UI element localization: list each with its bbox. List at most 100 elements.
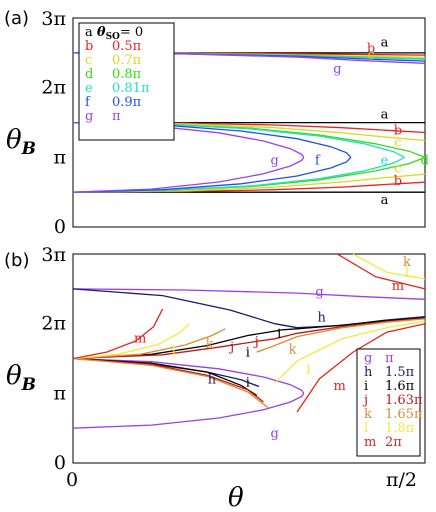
panel-b-y-axis-title: θB	[6, 361, 36, 395]
curve-label-c: c	[367, 48, 374, 63]
legend-key-m: m	[364, 435, 376, 450]
curve-label-a: a	[381, 107, 389, 122]
curve-i-segment-0	[72, 317, 426, 360]
curve-j-segment-0	[72, 317, 426, 360]
curve-label-b: b	[394, 124, 402, 139]
curve-label-k: k	[206, 337, 214, 352]
legend-header-value: = 0	[120, 25, 143, 40]
y-tick-0: 0	[54, 452, 66, 474]
legend-header: a θSO= 0	[85, 25, 143, 42]
legend-key-b: b	[85, 39, 93, 54]
curve-m-segment-1	[296, 323, 426, 413]
curve-label-m: m	[392, 279, 404, 294]
curve-e-segment-2	[72, 156, 405, 193]
panel-b-y-axis-subscript: B	[21, 375, 36, 395]
panel-a-y-axis-symbol: θ	[6, 125, 22, 155]
curve-label-f: f	[315, 153, 321, 168]
legend-value-g: π	[112, 109, 121, 124]
legend-value-c: 0.7π	[112, 53, 142, 68]
curve-label-i: i	[246, 346, 250, 361]
curve-label-b: b	[367, 42, 375, 57]
legend-key-l: l	[364, 421, 368, 436]
panel-b-label: (b)	[4, 250, 29, 271]
legend-key-g: g	[85, 109, 93, 124]
legend-value-e: 0.81π	[112, 81, 150, 96]
curve-l-segment-1	[274, 320, 426, 384]
curve-j-segment-1	[72, 357, 264, 403]
curve-m-segment-0	[72, 308, 164, 360]
legend-value-l: 1.8π	[385, 421, 415, 436]
panel-a-y-axis-subscript: B	[21, 139, 36, 159]
legend-value-j: 1.63π	[385, 393, 423, 408]
x-axis-title: θ	[228, 483, 244, 512]
panel-b-legend: g πh 1.5π i 1.6π j 1.63π k 1.65π l 1.8π m 2π	[356, 348, 423, 457]
legend-box	[356, 348, 421, 457]
y-tick-3: 3π	[41, 244, 66, 266]
curve-label-l: l	[306, 364, 310, 379]
curve-label-g: g	[333, 62, 341, 77]
curve-label-l: l	[405, 266, 409, 281]
curve-label-e: e	[381, 153, 389, 168]
legend-value-g: π	[385, 351, 394, 366]
curve-label-i: i	[246, 376, 250, 391]
legend-value-i: 1.6π	[385, 379, 415, 394]
legend-key-i: i	[364, 379, 368, 394]
curve-label-d: d	[421, 153, 429, 168]
legend-key-j: j	[362, 393, 368, 408]
x-tick-pi-half: π/2	[386, 469, 417, 491]
legend-value-b: 0.5π	[112, 39, 142, 54]
legend-key-f: f	[85, 95, 91, 110]
legend-value-d: 0.8π	[112, 67, 142, 82]
y-tick-2: 2π	[41, 313, 66, 335]
curve-label-m: m	[334, 379, 346, 394]
curve-label-c: c	[394, 162, 401, 177]
curve-label-g: g	[271, 153, 279, 168]
y-tick-1: π	[54, 146, 67, 168]
curve-label-k: k	[289, 342, 297, 357]
curve-label-i: i	[277, 327, 281, 342]
curve-label-h: h	[318, 310, 327, 325]
legend-key-k: k	[364, 407, 372, 422]
y-tick-2: 2π	[41, 77, 66, 99]
curve-g-segment-1	[72, 357, 305, 394]
legend-key-g: g	[364, 351, 372, 366]
panel-b-curves	[72, 253, 426, 429]
curve-m-segment-2	[337, 253, 426, 290]
curve-label-b: b	[394, 174, 402, 189]
x-tick-0: 0	[66, 469, 78, 491]
legend-key: a	[85, 25, 97, 40]
legend-key-e: e	[85, 81, 93, 96]
panel-b-y-axis-symbol: θ	[6, 361, 22, 391]
legend-theta-symbol: θ	[97, 25, 106, 40]
legend-key-c: c	[85, 53, 92, 68]
legend-theta-subscript: SO	[106, 32, 120, 42]
curve-label-m: m	[134, 331, 146, 346]
curve-label-j: j	[253, 335, 259, 350]
legend-value-f: 0.9π	[112, 95, 142, 110]
legend-box	[78, 22, 175, 141]
curve-label-c: c	[394, 136, 401, 151]
panel-a-y-axis-title: θB	[6, 125, 36, 159]
curve-g-segment-2	[72, 393, 305, 429]
curve-l-segment-0	[72, 322, 190, 360]
curve-l-segment-2	[352, 253, 426, 280]
curve-label-g: g	[271, 427, 279, 442]
curve-c-segment-2	[72, 173, 426, 193]
curve-label-l: l	[172, 346, 176, 361]
curve-f-segment-2	[72, 156, 352, 193]
y-tick-3: 3π	[41, 8, 66, 30]
legend-value-h: 1.5π	[385, 365, 415, 380]
curve-g-segment-2	[72, 157, 305, 193]
curve-label-a: a	[381, 193, 389, 208]
legend-value-k: 1.65π	[385, 407, 423, 422]
legend-key-h: h	[364, 365, 373, 380]
curve-d-segment-2	[72, 156, 426, 193]
panel-a-label: (a)	[4, 8, 29, 29]
panel-b-y-ticks: 0 π 2π 3π	[41, 244, 66, 474]
curve-label-g: g	[315, 285, 323, 300]
curve-k-segment-0	[72, 328, 226, 360]
